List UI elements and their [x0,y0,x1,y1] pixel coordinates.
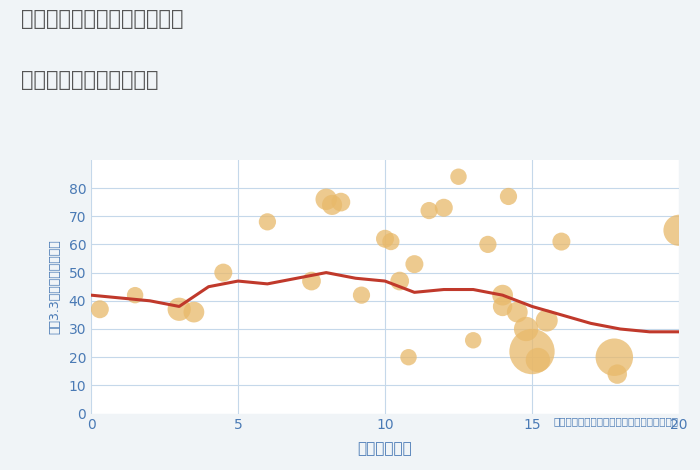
X-axis label: 駅距離（分）: 駅距離（分） [358,441,412,456]
Point [385,238,396,245]
Point [379,235,391,243]
Text: 円の大きさは、取引のあった物件面積を示す: 円の大きさは、取引のあった物件面積を示す [554,416,679,426]
Point [262,218,273,226]
Point [497,291,508,299]
Point [556,238,567,245]
Point [306,277,317,285]
Point [521,325,532,333]
Point [541,317,552,324]
Point [482,241,493,248]
Point [356,291,367,299]
Point [609,353,620,361]
Point [526,348,538,355]
Point [409,260,420,268]
Point [503,193,514,200]
Point [512,308,523,316]
Point [497,303,508,310]
Point [453,173,464,180]
Point [532,356,543,364]
Point [424,207,435,214]
Text: 兵庫県たつの市御津町岩見の: 兵庫県たつの市御津町岩見の [21,9,183,30]
Point [94,306,106,313]
Point [130,291,141,299]
Point [468,337,479,344]
Point [612,370,623,378]
Text: 駅距離別中古戸建て価格: 駅距離別中古戸建て価格 [21,70,158,91]
Point [403,353,414,361]
Point [321,196,332,203]
Point [326,201,337,209]
Point [335,198,346,206]
Point [438,204,449,212]
Y-axis label: 坪（3.3㎡）単価（万円）: 坪（3.3㎡）単価（万円） [48,239,62,334]
Point [673,227,685,234]
Point [188,308,199,316]
Point [394,277,405,285]
Point [174,306,185,313]
Point [218,269,229,276]
